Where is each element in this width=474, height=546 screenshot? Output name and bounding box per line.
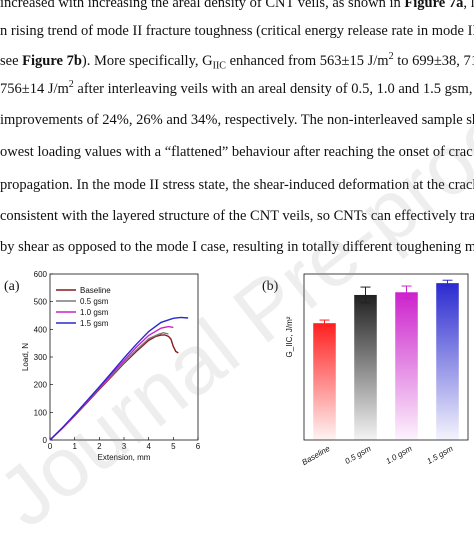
- x-tick-label: 1.0 gsm: [384, 444, 413, 466]
- plot-frame: [303, 273, 469, 441]
- legend-label: 1.5 gsm: [80, 319, 109, 328]
- panel-label: (b): [262, 279, 279, 294]
- x-axis-label: Extension, mm: [98, 453, 151, 462]
- legend-label: 1.0 gsm: [80, 308, 109, 317]
- series-line-baseline: [49, 334, 179, 441]
- text-line: by shear as opposed to the mode I case, …: [0, 239, 474, 255]
- text-line: improvements of 24%, 26% and 34%, respec…: [0, 112, 474, 128]
- text-line: propagation. In the mode II stress state…: [0, 177, 474, 193]
- x-tick-label: 5: [171, 442, 176, 451]
- bar-1-5-gsm: [436, 283, 459, 440]
- x-tick-label: 1.5 gsm: [425, 444, 454, 466]
- text-line: n rising trend of mode II fracture tough…: [0, 23, 474, 39]
- text-line: see Figure 7b). More specifically, GIIC …: [0, 51, 474, 72]
- x-tick-label: 6: [196, 442, 201, 451]
- y-tick-label: 600: [34, 270, 48, 279]
- y-axis-label: Load, N: [21, 343, 30, 371]
- text-line: 756±14 J/m2 after interleaving veils wit…: [0, 79, 474, 97]
- series-line-1-5-gsm: [49, 316, 189, 441]
- y-tick-label: 200: [34, 381, 48, 390]
- legend-label: 0.5 gsm: [80, 297, 109, 306]
- text-line: increased with increasing the areal dens…: [0, 0, 474, 11]
- x-tick-label: 3: [122, 442, 127, 451]
- text-line: owest loading values with a “flattened” …: [0, 144, 473, 160]
- x-tick-label: 0.5 gsm: [343, 444, 372, 466]
- body-text: increased with increasing the areal dens…: [0, 0, 474, 262]
- x-tick-label: 4: [146, 442, 151, 451]
- x-tick-label: 2: [97, 442, 102, 451]
- legend-label: Baseline: [80, 286, 111, 295]
- y-axis-label: G_IIC, J/m²: [285, 316, 294, 357]
- bar-1-0-gsm: [395, 292, 418, 440]
- y-tick-label: 300: [34, 353, 48, 362]
- figure-7: (a) 0 1 2 3 4 5 6 0 100 200 300 400 500 600 Extension, …: [4, 270, 469, 467]
- y-tick-label: 0: [43, 436, 48, 445]
- x-tick-label: 1: [72, 442, 77, 451]
- bar-0-5-gsm: [354, 294, 377, 440]
- chart-panel-b: (b) Baseline 0.5 gsm 1.0 gsm 1.5 gsm G_IIC, J…: [262, 273, 469, 467]
- panel-label: (a): [4, 279, 20, 294]
- plot-frame: [49, 273, 199, 441]
- bar-baseline: [313, 323, 336, 440]
- chart-panel-a: (a) 0 1 2 3 4 5 6 0 100 200 300 400 500 600 Extension, …: [4, 270, 201, 462]
- x-tick-label: Baseline: [300, 444, 332, 467]
- text-line: consistent with the layered structure of…: [0, 208, 474, 224]
- y-tick-label: 400: [34, 325, 48, 334]
- y-tick-label: 500: [34, 298, 48, 307]
- series-line-0-5-gsm: [49, 331, 169, 441]
- x-tick-label: 0: [48, 442, 53, 451]
- y-tick-label: 100: [34, 408, 48, 417]
